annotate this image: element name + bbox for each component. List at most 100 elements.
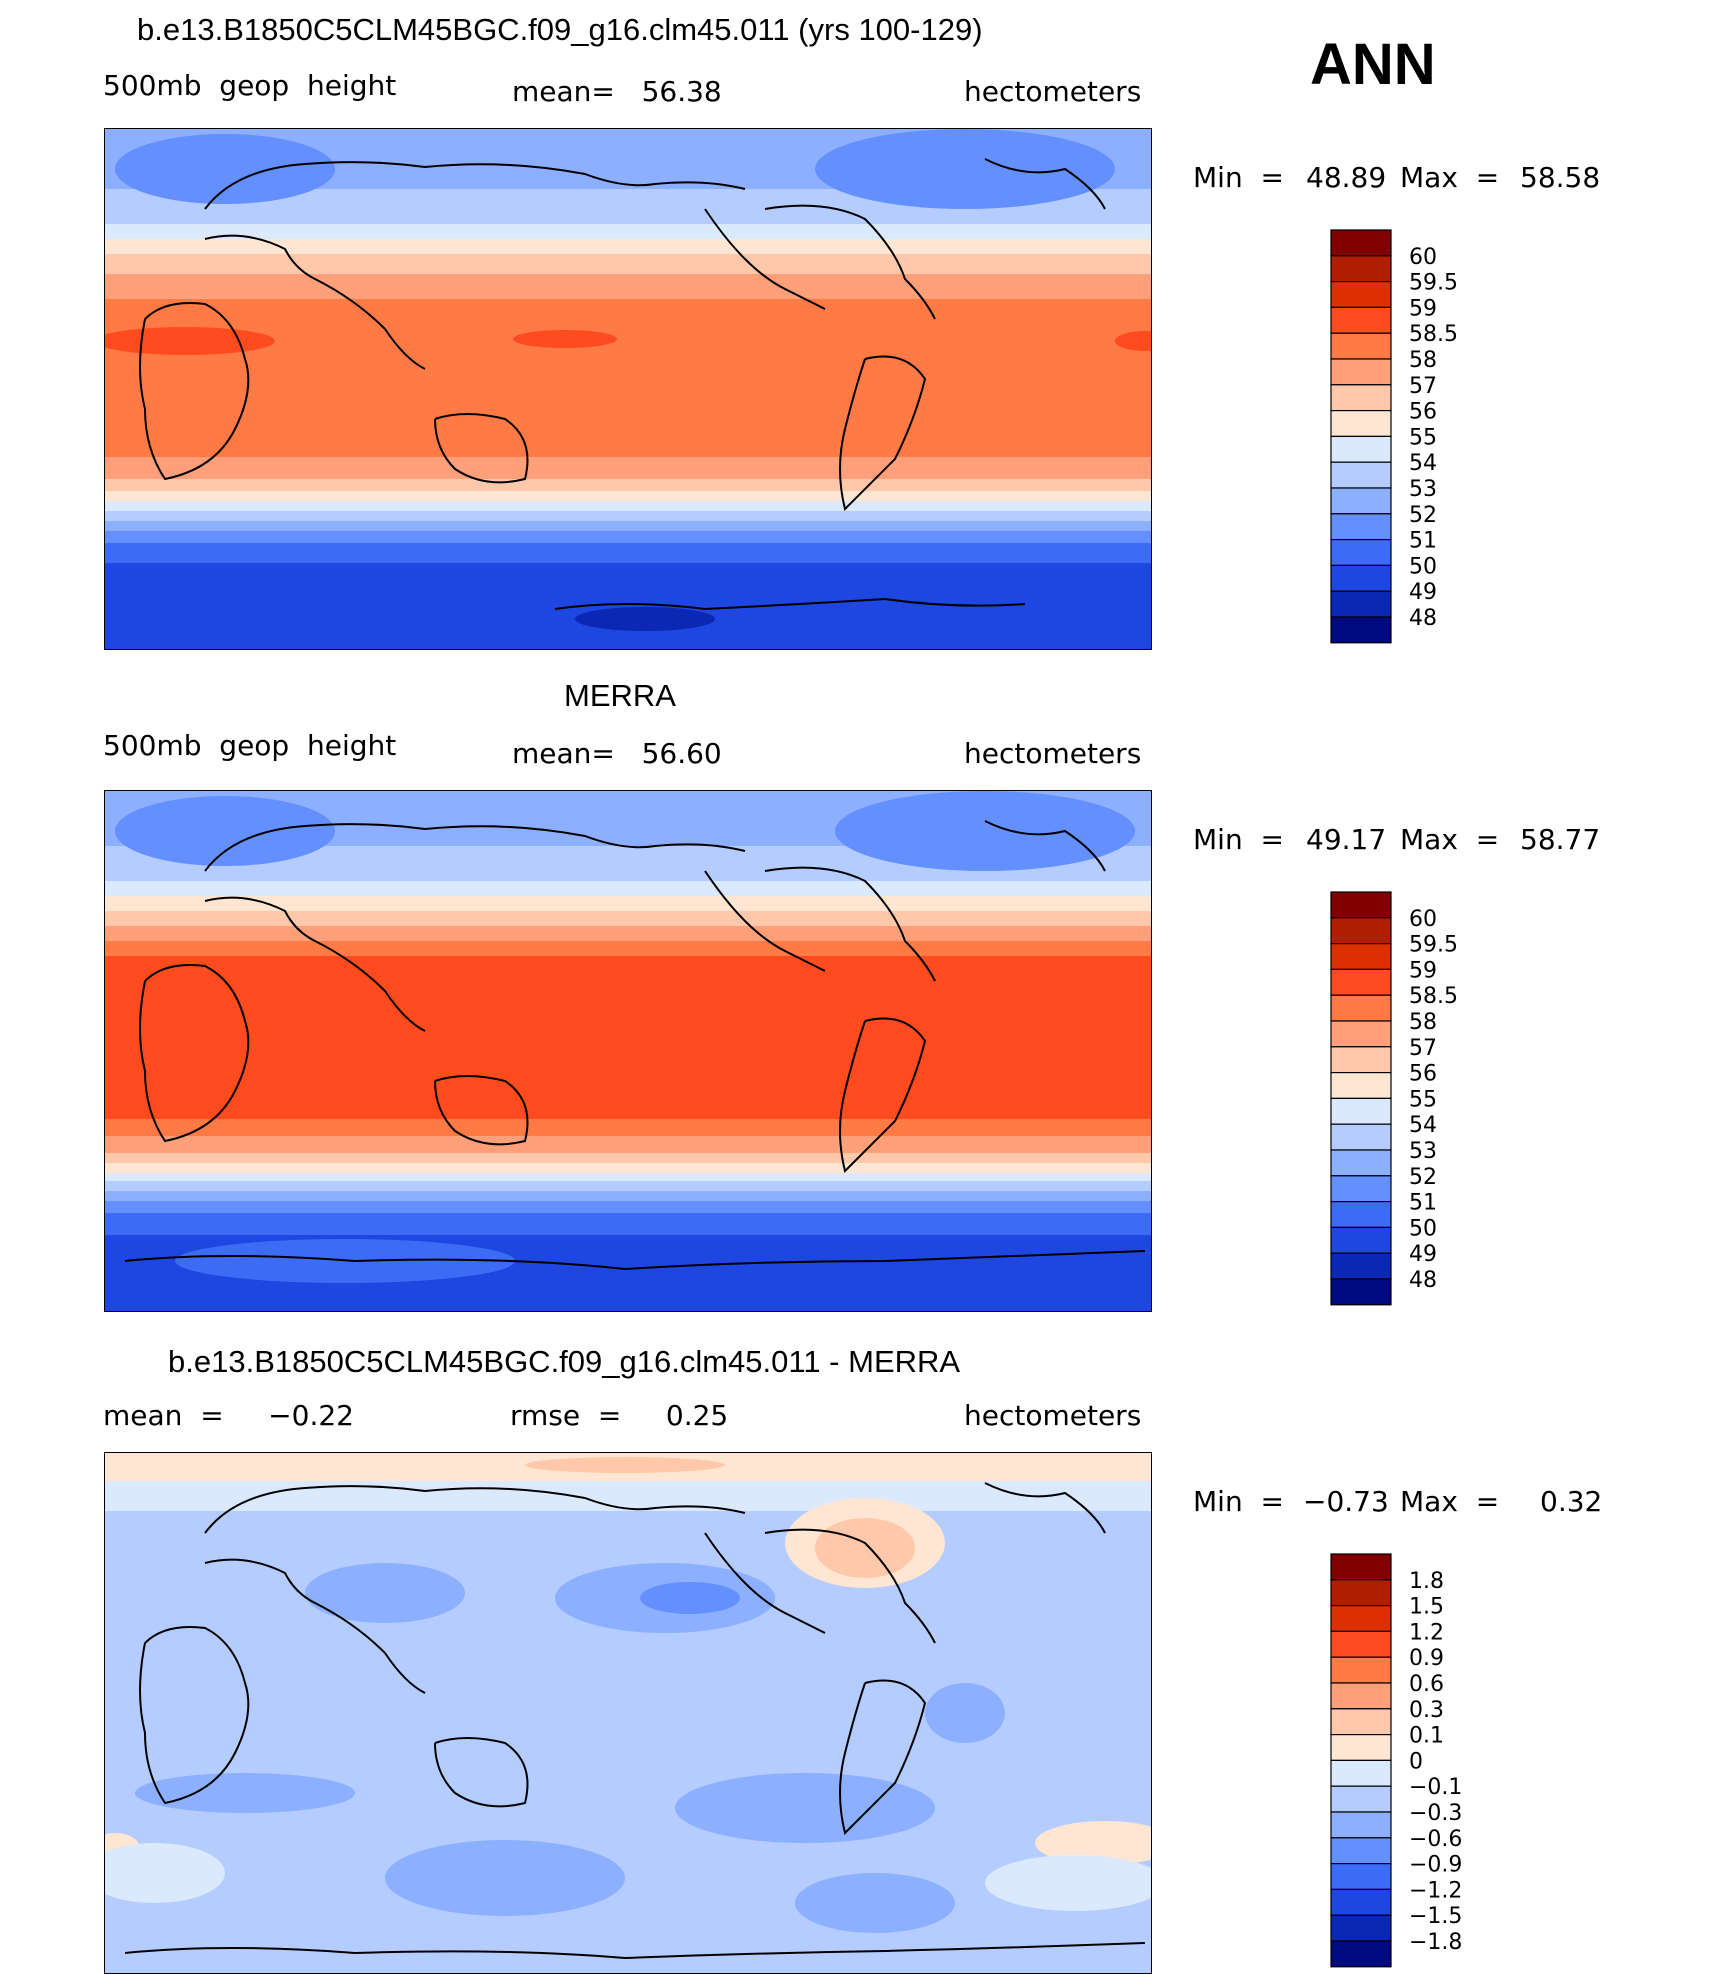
- colorbar-swatch: [1330, 1201, 1392, 1229]
- colorbar-swatch: [1330, 410, 1392, 438]
- diff-south-min-2: [385, 1840, 625, 1916]
- panel3-mean-label: mean = −0.22: [103, 1399, 354, 1432]
- band-south-52: [105, 521, 1151, 533]
- colorbar-tick-label: 58: [1409, 348, 1437, 373]
- colorbar-tick-label: 1.5: [1409, 1595, 1444, 1620]
- band-south-49: [105, 563, 1151, 649]
- colorbar-swatch: [1330, 1734, 1392, 1762]
- colorbar-swatch: [1330, 513, 1392, 541]
- colorbar-tick-label: 0.3: [1409, 1698, 1444, 1723]
- colorbar-tick-label: 54: [1409, 1113, 1437, 1138]
- colorbar-swatch: [1330, 1759, 1392, 1787]
- colorbar-swatch: [1330, 1785, 1392, 1813]
- panel2-mean-label: mean= 56.60: [512, 737, 722, 770]
- band-tropics: [105, 299, 1151, 459]
- panel2-colorbar: 60 59.5 59 58.5 58 57 56 55 54 53 52 51 50 49 48: [1330, 891, 1458, 1307]
- colorbar-tick-label: 48: [1409, 1268, 1437, 1293]
- diff-north-zero: [105, 1481, 1151, 1511]
- colorbar-swatch: [1330, 1811, 1392, 1839]
- colorbar-tick-label: 1.8: [1409, 1569, 1444, 1594]
- panel1-mean-label: mean= 56.38: [512, 75, 722, 108]
- band-south-56: [105, 1153, 1151, 1165]
- panel3-min-value: −0.73: [1303, 1485, 1389, 1518]
- colorbar-swatch: [1330, 942, 1392, 970]
- band-south-51: [105, 1201, 1151, 1215]
- colorbar-tick-label: −0.6: [1409, 1827, 1462, 1852]
- colorbar-tick-label: −0.3: [1409, 1801, 1462, 1826]
- diff-asia-min: [305, 1563, 465, 1623]
- colorbar-swatch: [1330, 1123, 1392, 1151]
- diff-south-zero-west: [105, 1843, 225, 1903]
- colorbar-tick-label: 57: [1409, 374, 1437, 399]
- colorbar-tick-label: 56: [1409, 1062, 1437, 1087]
- colorbar-swatch: [1330, 358, 1392, 386]
- colorbar-tick-label: −1.8: [1409, 1930, 1462, 1955]
- tropical-max-pacific: [513, 330, 617, 348]
- colorbar-tick-label: 49: [1409, 1242, 1437, 1267]
- band-south-50: [105, 543, 1151, 565]
- panel2-map: [104, 790, 1152, 1312]
- colorbar-tick-label: 50: [1409, 1216, 1437, 1241]
- north-low-canada: [815, 129, 1115, 209]
- band-south-58: [105, 1119, 1151, 1137]
- colorbar-tick-label: 59: [1409, 958, 1437, 983]
- colorbar-tick-label: 0.1: [1409, 1724, 1444, 1749]
- band-south-57: [105, 457, 1151, 482]
- band-south-51: [105, 531, 1151, 545]
- colorbar-swatch: [1330, 891, 1392, 919]
- colorbar-swatch: [1330, 1914, 1392, 1942]
- colorbar-swatch: [1330, 994, 1392, 1022]
- season-label: ANN: [1310, 32, 1436, 97]
- colorbar-tick-label: 55: [1409, 1087, 1437, 1112]
- north-low-europe: [115, 134, 335, 204]
- colorbar-swatch: [1330, 1682, 1392, 1710]
- panel3-min-label: Min =: [1193, 1485, 1284, 1518]
- colorbar-swatch: [1330, 917, 1392, 945]
- colorbar-swatch: [1330, 1888, 1392, 1916]
- colorbar-tick-label: 58.5: [1409, 322, 1458, 347]
- panel2-min-label: Min =: [1193, 823, 1284, 856]
- diff-south-min-3: [795, 1873, 955, 1933]
- panel2-units-label: hectometers: [964, 737, 1142, 770]
- panel1-units-label: hectometers: [964, 75, 1142, 108]
- colorbar-tick-label: −1.5: [1409, 1904, 1462, 1929]
- colorbar-swatch: [1330, 384, 1392, 412]
- band-south-57: [105, 1136, 1151, 1156]
- colorbar-swatch: [1330, 539, 1392, 567]
- band-south-54: [105, 501, 1151, 513]
- panel2-map-svg: [105, 791, 1151, 1311]
- diff-south-zero-east: [985, 1855, 1151, 1911]
- colorbar-tick-label: 53: [1409, 477, 1437, 502]
- colorbar-swatch: [1330, 1149, 1392, 1177]
- band-south-55: [105, 491, 1151, 503]
- tropical-max-west: [105, 327, 275, 355]
- colorbar-tick-label: 60: [1409, 245, 1437, 270]
- panel1-colorbar: 60 59.5 59 58.5 58 57 56 55 54 53 52 51 50 49 48: [1330, 229, 1458, 645]
- colorbar-swatch: [1330, 1604, 1392, 1632]
- band-south-55: [105, 1163, 1151, 1175]
- colorbar-swatch: [1330, 1097, 1392, 1125]
- panel3-colorbar: 1.8 1.5 1.2 0.9 0.6 0.3 0.1 0 −0.1 −0.3 −0.6 −0.9 −1…: [1330, 1553, 1462, 1969]
- colorbar-tick-label: 54: [1409, 451, 1437, 476]
- panel1-min-value: 48.89: [1306, 161, 1387, 194]
- colorbar-tick-label: 57: [1409, 1036, 1437, 1061]
- panel3-rmse-label: rmse = 0.25: [510, 1399, 729, 1432]
- colorbar-swatch: [1330, 1226, 1392, 1254]
- colorbar-swatch: [1330, 306, 1392, 334]
- panel2-title: MERRA: [564, 678, 676, 713]
- band-south-50: [105, 1213, 1151, 1237]
- colorbar-swatch: [1330, 487, 1392, 515]
- colorbar-tick-label: 0.6: [1409, 1672, 1444, 1697]
- colorbar-swatch: [1330, 332, 1392, 360]
- panel1-map-svg: [105, 129, 1151, 649]
- colorbar-swatch: [1330, 1072, 1392, 1100]
- colorbar-tick-label: 59.5: [1409, 933, 1458, 958]
- colorbar-swatch: [1330, 1252, 1392, 1280]
- colorbar-swatch: [1330, 1020, 1392, 1048]
- colorbar-swatch: [1330, 1656, 1392, 1684]
- colorbar-tick-label: −0.1: [1409, 1775, 1462, 1800]
- colorbar-swatch: [1330, 1046, 1392, 1074]
- colorbar-tick-label: 53: [1409, 1139, 1437, 1164]
